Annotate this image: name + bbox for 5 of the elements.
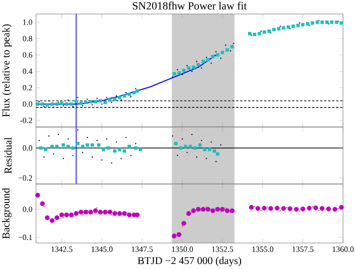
chart-title: SN2018fhw Power law fit <box>132 2 247 10</box>
y-axis-title: Background <box>2 188 12 239</box>
y-axis-title: Residual <box>4 137 12 174</box>
x-axis-title: BTJD −2 457 000 (days) <box>138 256 242 266</box>
y-axis-title: Flux (relative to peak) <box>2 24 12 117</box>
